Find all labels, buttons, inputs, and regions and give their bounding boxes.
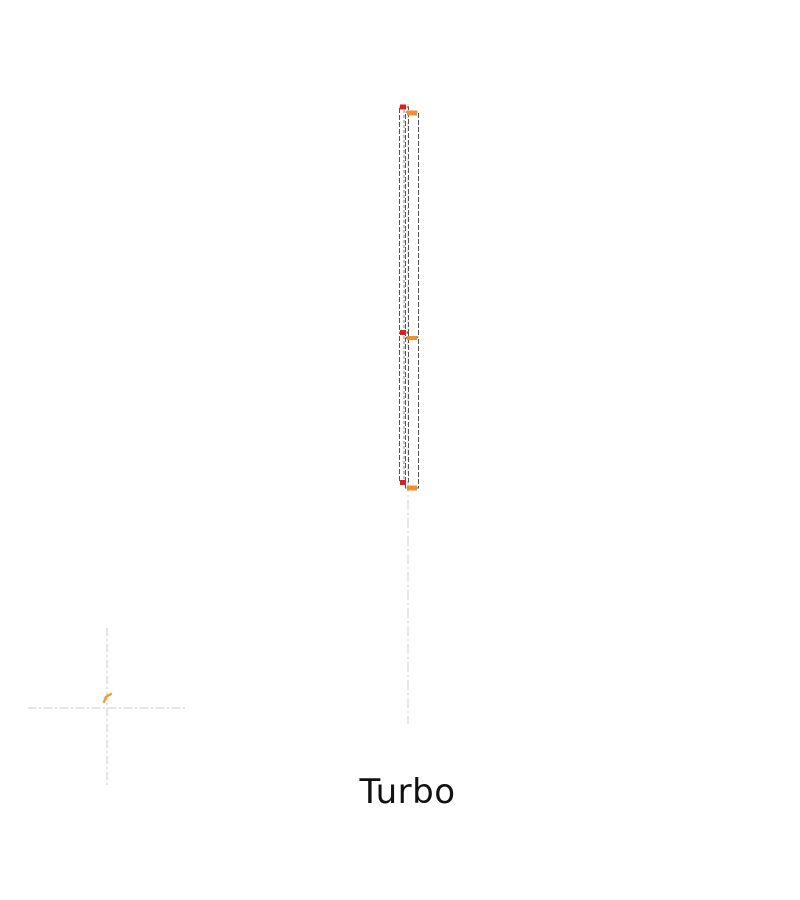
origin-marker-icon <box>102 692 113 704</box>
upper-segment-outline-b <box>405 111 419 338</box>
anchor-red-bottom[interactable] <box>400 480 406 485</box>
anchor-orange-top[interactable] <box>407 110 417 116</box>
turbo-part[interactable] <box>399 104 419 491</box>
anchor-orange-middle[interactable] <box>407 336 417 340</box>
drawing-caption: Turbo <box>359 772 456 812</box>
anchor-red-middle[interactable] <box>400 330 406 335</box>
lower-segment-outline-b <box>405 337 419 489</box>
anchor-orange-bottom[interactable] <box>407 485 417 491</box>
anchor-red-top[interactable] <box>400 104 406 110</box>
upper-segment[interactable] <box>399 106 419 338</box>
lower-segment[interactable] <box>399 332 419 489</box>
origin-axes <box>28 628 188 788</box>
